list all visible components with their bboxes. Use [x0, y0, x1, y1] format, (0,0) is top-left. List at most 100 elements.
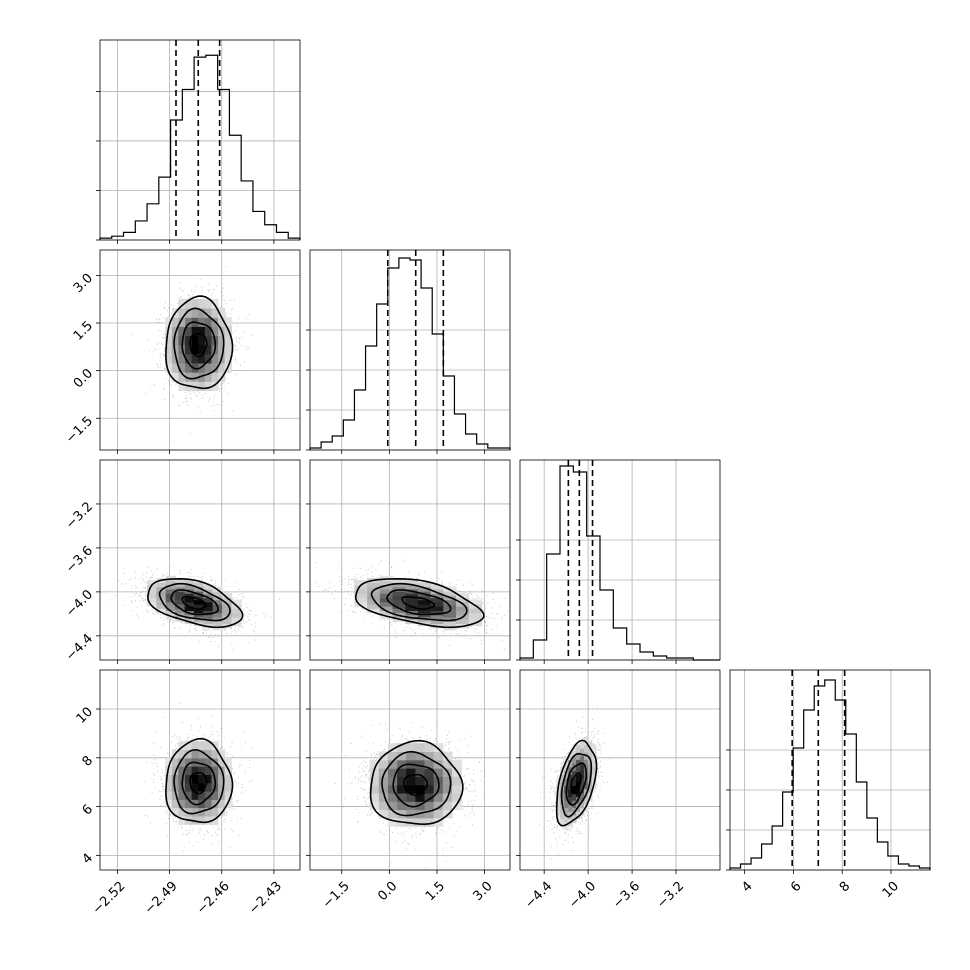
density-cell	[156, 599, 167, 605]
density-cell	[204, 381, 213, 391]
density-cell	[191, 298, 199, 309]
density-cell	[442, 801, 453, 811]
density-cell	[387, 792, 398, 802]
contour-level-1	[181, 321, 217, 370]
y-tick-label: 1.5	[71, 318, 96, 343]
density-cell	[178, 757, 186, 767]
density-cell	[443, 599, 457, 605]
density-cell	[387, 801, 398, 811]
density-cell	[406, 801, 416, 811]
density-cell	[367, 603, 381, 609]
density-cell	[203, 610, 214, 616]
density-cell	[222, 610, 233, 616]
density-cell	[146, 584, 157, 590]
density-cell	[417, 582, 432, 588]
density-cell	[178, 799, 186, 809]
density-cell	[405, 601, 419, 607]
density-cell	[583, 781, 589, 790]
density-cell	[415, 751, 426, 761]
density-cell	[185, 353, 193, 364]
density-cell	[156, 590, 167, 596]
density-cell	[424, 801, 435, 811]
density-cell	[424, 784, 435, 794]
density-cell	[224, 353, 232, 364]
density-cell	[443, 612, 457, 618]
density-cell	[572, 785, 577, 794]
x-tick-label: −3.2	[654, 879, 687, 912]
density-cell	[191, 815, 199, 825]
density-cell	[178, 353, 186, 364]
y-tick-label: 10	[74, 704, 96, 726]
density-cell	[218, 362, 226, 373]
density-cell	[405, 580, 419, 586]
density-cell	[442, 784, 453, 794]
density-cell	[387, 809, 398, 819]
panel-frame	[99, 249, 301, 451]
density-cell	[564, 777, 569, 786]
density-cell	[178, 741, 186, 751]
density-cell	[369, 759, 380, 769]
density-cell	[430, 606, 444, 612]
density-cell	[424, 743, 435, 753]
density-cell	[156, 608, 167, 614]
histogram-bars-1	[309, 257, 511, 450]
density-cell	[191, 353, 199, 364]
density-cell	[405, 584, 419, 590]
density-cell	[218, 782, 226, 792]
density-cell	[367, 599, 381, 605]
density-cell	[211, 326, 219, 337]
density-cell	[203, 606, 214, 612]
density-cell	[433, 792, 444, 802]
density-cell	[231, 608, 242, 614]
x-tick-label: 10	[880, 879, 902, 901]
panel-background	[100, 40, 300, 240]
density-cell	[204, 308, 213, 318]
density-cell	[405, 606, 419, 612]
density-cell	[224, 782, 232, 792]
density-cell	[203, 584, 214, 590]
density-cell	[165, 790, 173, 800]
y-tick-label: 6	[80, 802, 96, 818]
density-cell	[224, 317, 232, 327]
density-cell	[218, 308, 226, 318]
density-cell	[430, 584, 444, 590]
histogram-bars-0	[99, 54, 301, 240]
density-cell	[392, 608, 406, 614]
density-cell	[198, 353, 206, 364]
density-cell	[587, 762, 593, 771]
density-cell	[185, 741, 193, 751]
density-cell	[178, 766, 186, 775]
density-cell	[198, 317, 206, 327]
density-cell	[175, 578, 186, 583]
density-cell	[387, 743, 398, 753]
density-cell	[417, 595, 432, 601]
density-cell	[165, 335, 173, 346]
contour-level-3	[555, 739, 598, 827]
density-cell	[580, 740, 585, 749]
density-cell	[576, 811, 581, 820]
contour-level-0	[189, 771, 208, 795]
density-cell	[556, 807, 561, 816]
x-tick-label: −2.46	[194, 879, 233, 918]
density-cell	[222, 606, 233, 612]
density-cell	[156, 586, 167, 592]
density-cell	[379, 588, 394, 594]
density-cell	[231, 599, 242, 605]
contour-level-1	[170, 589, 219, 616]
density-cell	[568, 796, 573, 805]
density-cell	[171, 362, 180, 373]
density-cell	[583, 737, 589, 746]
density-cell	[468, 599, 483, 605]
density-panel-0-1	[96, 249, 301, 454]
density-cell	[572, 748, 577, 757]
density-cell	[591, 766, 597, 775]
density-cell	[580, 763, 585, 772]
density-cell	[204, 741, 213, 751]
density-cell	[354, 588, 368, 594]
density-cell	[580, 792, 585, 801]
panel-background	[310, 460, 510, 660]
density-cell	[564, 814, 569, 823]
density-cell	[165, 584, 176, 590]
panel-background	[100, 460, 300, 660]
